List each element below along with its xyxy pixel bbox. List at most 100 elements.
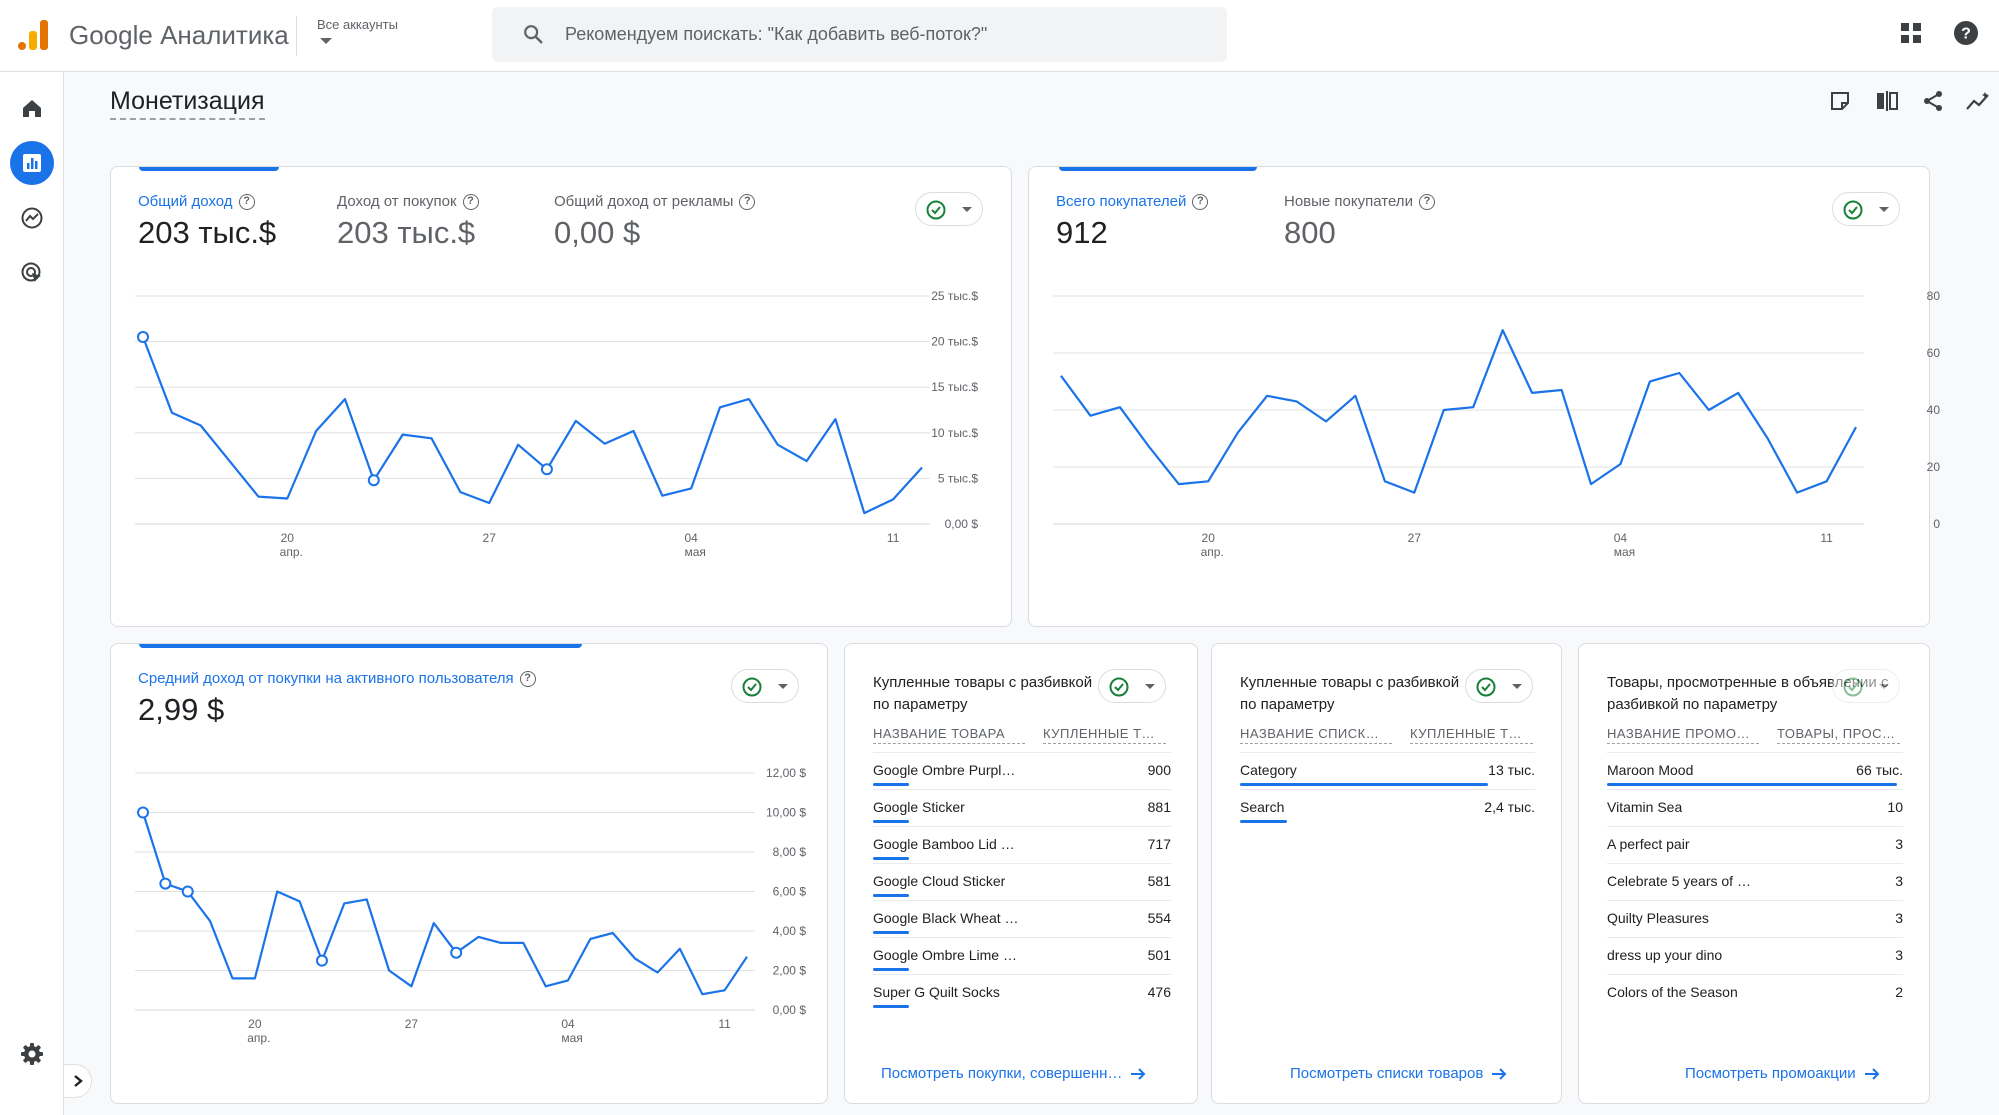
active-tab-indicator: [139, 167, 279, 171]
table-row[interactable]: Google Ombre Lime … 501: [873, 937, 1171, 974]
data-quality-dropdown[interactable]: [1832, 669, 1900, 703]
active-tab-indicator: [1059, 167, 1257, 171]
help-circle-icon[interactable]: ?: [739, 193, 756, 210]
metric-purchase-revenue-value: 203 тыс.$: [337, 215, 476, 250]
table-row[interactable]: Google Ombre Purpl… 900: [873, 752, 1171, 789]
table-row[interactable]: Celebrate 5 years of … 3: [1607, 863, 1903, 900]
annotation-marker[interactable]: [367, 474, 380, 487]
row-name: dress up your dino: [1607, 947, 1723, 963]
series-line[interactable]: [1060, 329, 1857, 494]
advertising-icon: [21, 262, 41, 282]
help-circle-icon[interactable]: ?: [519, 670, 536, 687]
y-tick-label: 0,00 $: [945, 517, 979, 531]
metric-ad-revenue-value: 0,00 $: [554, 215, 641, 250]
accounts-selector[interactable]: Все аккаунты: [317, 17, 398, 32]
table-row[interactable]: Quilty Pleasures 3: [1607, 900, 1903, 937]
purchasers-card: Всего покупателей? 912 Новые покупатели?…: [1028, 166, 1930, 627]
row-name: Google Sticker: [873, 799, 965, 815]
table-row[interactable]: dress up your dino 3: [1607, 937, 1903, 974]
metric-new-purchasers-label[interactable]: Новые покупатели?: [1284, 193, 1435, 210]
caret-down-icon: [778, 684, 788, 689]
compare-icon[interactable]: [1875, 90, 1899, 112]
annotation-marker[interactable]: [181, 885, 194, 898]
annotation-marker[interactable]: [450, 946, 463, 959]
metric-ad-revenue-label[interactable]: Общий доход от рекламы?: [554, 193, 756, 210]
check-circle-icon: [1843, 200, 1863, 220]
table-row[interactable]: Google Sticker 881: [873, 789, 1171, 826]
table-row[interactable]: Google Cloud Sticker 581: [873, 863, 1171, 900]
column-header-item-name[interactable]: НАЗВАНИЕ ТОВАРА: [873, 726, 1025, 744]
edit-report-icon[interactable]: [1829, 90, 1851, 112]
search-input[interactable]: Рекомендуем поискать: "Как добавить веб-…: [565, 24, 988, 44]
search-bar[interactable]: Рекомендуем поискать: "Как добавить веб-…: [492, 7, 1227, 62]
data-quality-dropdown[interactable]: [1098, 669, 1166, 703]
data-quality-dropdown[interactable]: [1465, 669, 1533, 703]
table-row[interactable]: Google Black Wheat … 554: [873, 900, 1171, 937]
column-header-items-purchased[interactable]: КУПЛЕННЫЕ Т…: [1043, 726, 1166, 744]
column-header-promotion-name[interactable]: НАЗВАНИЕ ПРОМО…: [1607, 726, 1759, 744]
data-quality-dropdown[interactable]: [731, 669, 799, 703]
x-tick-label: 27: [1408, 531, 1422, 545]
table-row[interactable]: Maroon Mood 66 тыс.: [1607, 752, 1903, 789]
table-row[interactable]: Super G Quilt Socks 476: [873, 974, 1171, 1011]
svg-text:?: ?: [1961, 26, 1971, 43]
metric-arppu-label[interactable]: Средний доход от покупки на активного по…: [138, 670, 536, 687]
table-row[interactable]: A perfect pair 3: [1607, 826, 1903, 863]
annotation-marker[interactable]: [540, 463, 553, 476]
column-header-items-viewed[interactable]: ТОВАРЫ, ПРОС…: [1777, 726, 1900, 744]
revenue-line-chart: 0,00 $ 5 тыс.$ 10 тыс.$ 15 тыс.$ 20 тыс.$ 25 …: [135, 289, 979, 559]
x-tick-label: 27: [483, 531, 497, 545]
annotation-marker[interactable]: [137, 806, 149, 819]
table-row[interactable]: Search 2,4 тыс.: [1240, 789, 1535, 826]
table-row[interactable]: Colors of the Season 2: [1607, 974, 1903, 1011]
data-quality-dropdown[interactable]: [915, 192, 983, 226]
y-tick-label: 8,00 $: [773, 845, 807, 859]
nav-reports[interactable]: [10, 141, 54, 185]
annotation-marker[interactable]: [315, 954, 328, 967]
metric-total-revenue-label[interactable]: Общий доход?: [138, 193, 255, 210]
column-header-list-name[interactable]: НАЗВАНИЕ СПИСК…: [1240, 726, 1392, 744]
apps-grid-icon[interactable]: [1900, 22, 1922, 44]
row-value: 3: [1895, 836, 1903, 852]
view-item-lists-link[interactable]: Посмотреть списки товаров: [1290, 1065, 1507, 1082]
nav-advertising[interactable]: [10, 251, 54, 295]
help-circle-icon[interactable]: ?: [1192, 193, 1209, 210]
help-circle-icon[interactable]: ?: [462, 193, 479, 210]
view-promotions-link[interactable]: Посмотреть промоакции: [1685, 1065, 1880, 1082]
nav-explore[interactable]: [10, 196, 54, 240]
table-row[interactable]: Vitamin Sea 10: [1607, 789, 1903, 826]
caret-down-icon[interactable]: [320, 38, 332, 44]
arrow-right-icon: [1492, 1067, 1507, 1080]
row-name: Celebrate 5 years of …: [1607, 873, 1751, 889]
annotation-marker[interactable]: [159, 877, 172, 890]
nav-settings[interactable]: [10, 1032, 54, 1076]
metric-purchase-revenue-label[interactable]: Доход от покупок?: [337, 193, 479, 210]
row-value: 900: [1147, 762, 1171, 778]
annotation-marker[interactable]: [137, 331, 149, 344]
help-circle-icon[interactable]: ?: [238, 193, 255, 210]
y-tick-label: 25 тыс.$: [931, 289, 978, 303]
help-icon[interactable]: ?: [1953, 20, 1979, 46]
help-circle-icon[interactable]: ?: [1418, 193, 1435, 210]
caret-down-icon: [1512, 684, 1522, 689]
view-purchases-link[interactable]: Посмотреть покупки, совершенн…: [881, 1065, 1146, 1082]
x-tick-label: 27: [405, 1017, 419, 1031]
metric-label-text: Новые покупатели: [1284, 193, 1413, 210]
nav-home[interactable]: [10, 86, 54, 130]
series-line[interactable]: [141, 336, 923, 515]
metric-total-purchasers-label[interactable]: Всего покупателей?: [1056, 193, 1209, 210]
data-quality-dropdown[interactable]: [1832, 192, 1900, 226]
table-row[interactable]: Google Bamboo Lid … 717: [873, 826, 1171, 863]
arppu-line-chart: 0,00 $ 2,00 $ 4,00 $ 6,00 $ 8,00 $ 10,00 $ 12,…: [135, 766, 807, 1045]
caret-down-icon: [1145, 684, 1155, 689]
column-header-items-purchased[interactable]: КУПЛЕННЫЕ Т…: [1410, 726, 1533, 744]
row-name: Google Ombre Purpl…: [873, 762, 1016, 778]
analytics-logo-icon[interactable]: [16, 18, 50, 52]
y-tick-label: 0,00 $: [773, 1003, 807, 1017]
insights-icon[interactable]: [1966, 90, 1990, 112]
share-icon[interactable]: [1922, 90, 1944, 112]
arrow-right-icon: [1131, 1067, 1146, 1080]
table-row[interactable]: Category 13 тыс.: [1240, 752, 1535, 789]
series-line[interactable]: [141, 812, 748, 996]
expand-nav-button[interactable]: [64, 1064, 92, 1098]
